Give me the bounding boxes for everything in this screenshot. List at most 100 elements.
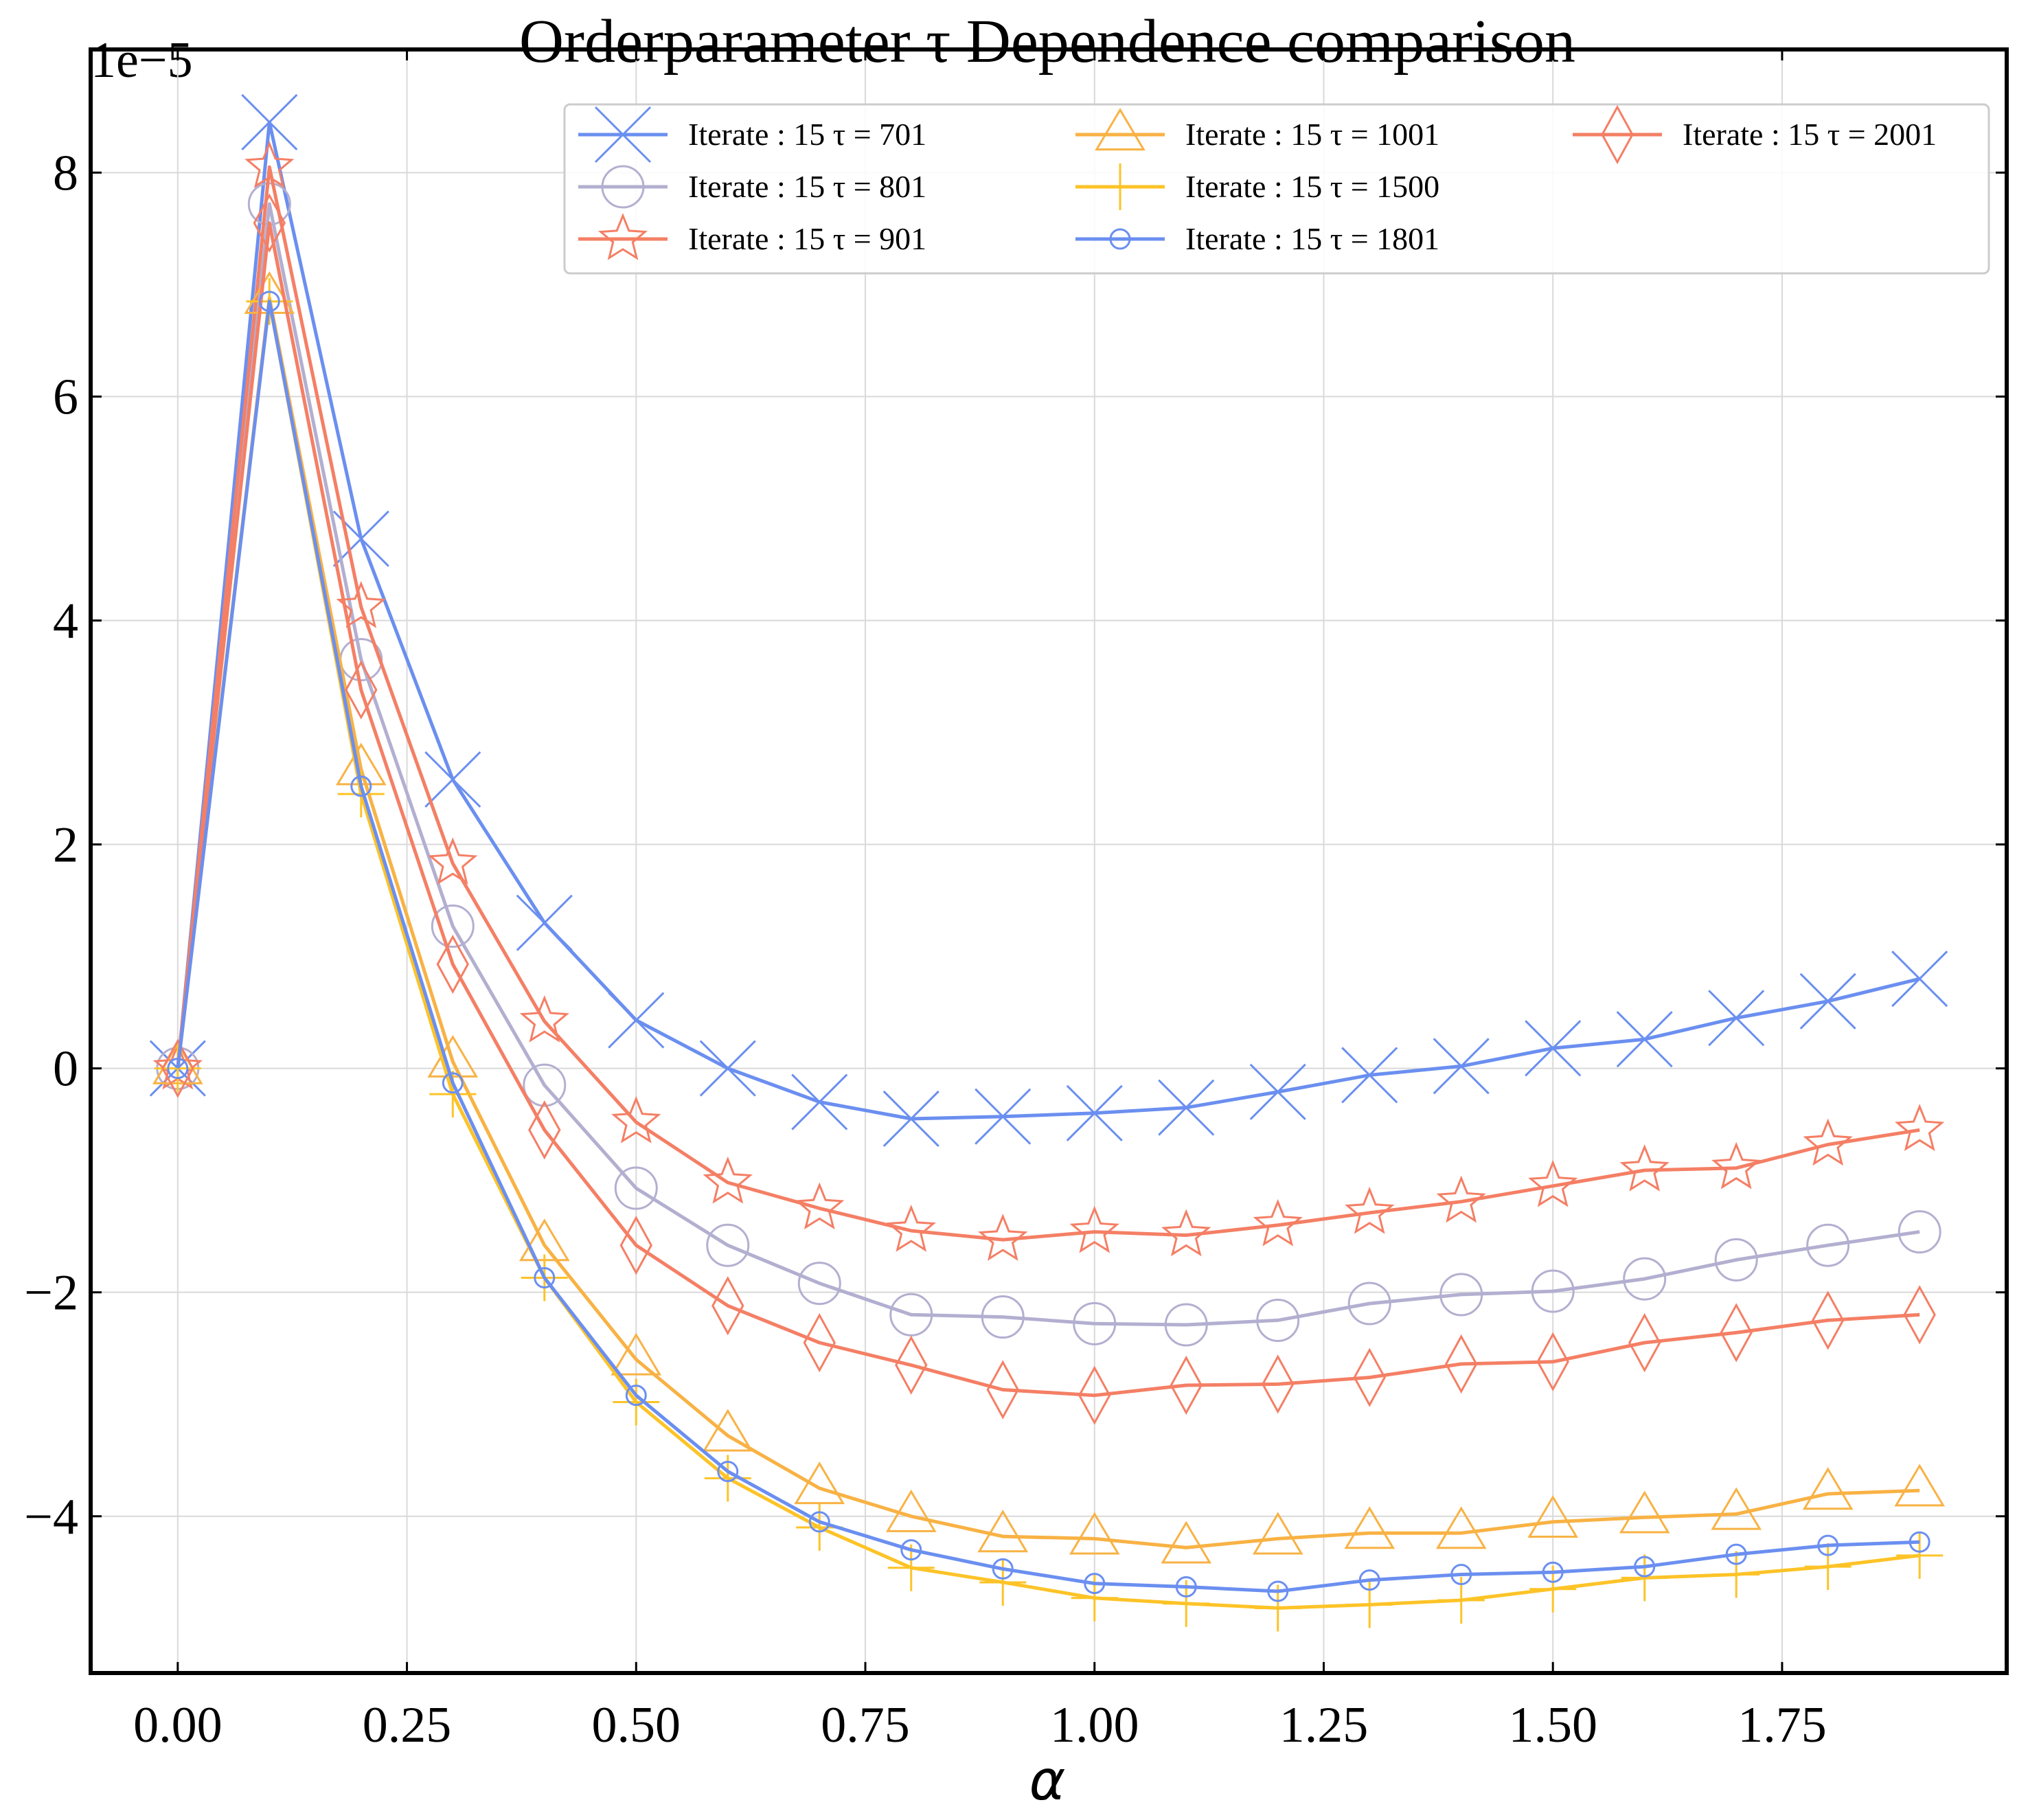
series-layer xyxy=(149,93,1948,1632)
data-point xyxy=(1069,1512,1120,1555)
data-point xyxy=(975,1088,1032,1145)
data-point xyxy=(345,660,378,720)
y-tick-label: 0 xyxy=(53,1041,78,1097)
data-point xyxy=(528,1100,561,1160)
legend-marker xyxy=(1095,108,1146,151)
data-point xyxy=(1262,1354,1295,1414)
legend-entry: Iterate : 15 τ = 1001 xyxy=(1075,108,1439,152)
data-point xyxy=(1341,1047,1398,1104)
data-point xyxy=(1542,1561,1564,1583)
x-tick-label: 1.25 xyxy=(1279,1697,1369,1753)
data-point xyxy=(979,1558,1027,1606)
data-point xyxy=(614,1166,658,1210)
data-point xyxy=(1445,1334,1478,1394)
data-point xyxy=(702,1409,753,1452)
data-point xyxy=(1708,990,1765,1047)
data-point xyxy=(625,1385,647,1407)
x-axis-label: α xyxy=(1029,1749,1066,1812)
data-point xyxy=(1164,1303,1208,1347)
data-point xyxy=(1903,1285,1936,1345)
data-point xyxy=(516,894,573,951)
chart-title: Orderparameter τ Dependence comparison xyxy=(519,8,1575,76)
data-point xyxy=(534,1266,556,1288)
legend-entry: Iterate : 15 τ = 1801 xyxy=(1075,221,1439,256)
data-point xyxy=(1525,1020,1582,1077)
data-point xyxy=(608,992,665,1049)
data-point xyxy=(1909,1531,1930,1553)
data-point xyxy=(797,1262,841,1306)
x-tick-label: 1.50 xyxy=(1508,1697,1597,1753)
data-point xyxy=(1621,1554,1668,1602)
legend-label: Iterate : 15 τ = 1001 xyxy=(1185,117,1439,152)
data-point xyxy=(795,1182,845,1230)
data-point xyxy=(1527,1494,1579,1538)
x-tick-label: 0.50 xyxy=(592,1697,681,1753)
data-point xyxy=(1713,1551,1760,1598)
data-point xyxy=(424,751,481,808)
data-point xyxy=(1619,1144,1670,1192)
plot-frame xyxy=(89,47,2009,1675)
data-point xyxy=(1344,1506,1395,1549)
data-point xyxy=(1345,1186,1395,1234)
data-point xyxy=(981,1295,1025,1339)
x-tick-label: 0.00 xyxy=(133,1697,223,1753)
y-tick-label: −2 xyxy=(24,1265,78,1321)
series-5 xyxy=(161,193,1936,1425)
series-line xyxy=(176,221,1920,1398)
data-point xyxy=(886,1204,936,1252)
data-point xyxy=(442,1072,464,1094)
data-point xyxy=(1435,1506,1487,1549)
data-point xyxy=(1073,1301,1117,1345)
y-tick-label: −4 xyxy=(24,1489,78,1545)
y-tick-label: 4 xyxy=(53,593,78,649)
data-point xyxy=(808,1511,830,1533)
data-point xyxy=(1623,1257,1667,1301)
data-point xyxy=(1619,1490,1670,1534)
data-point xyxy=(1711,1141,1762,1190)
data-point xyxy=(619,1216,652,1275)
data-point xyxy=(900,1539,922,1561)
data-point xyxy=(1066,1084,1123,1141)
data-point xyxy=(986,1360,1019,1420)
x-tick-label: 1.00 xyxy=(1050,1697,1139,1753)
data-point xyxy=(1896,1532,1944,1579)
legend-marker xyxy=(1109,228,1131,250)
legend-label: Iterate : 15 τ = 2001 xyxy=(1683,117,1937,152)
data-point xyxy=(992,1558,1014,1580)
legend-entry: Iterate : 15 τ = 1500 xyxy=(1075,163,1439,210)
data-point xyxy=(706,1223,750,1267)
data-point xyxy=(431,905,475,948)
data-point xyxy=(885,1489,937,1532)
data-point xyxy=(882,1090,939,1148)
data-point xyxy=(1531,1269,1575,1313)
data-point xyxy=(1256,1298,1300,1342)
legend-marker xyxy=(594,106,652,163)
data-point xyxy=(717,1461,739,1483)
data-point xyxy=(1536,1332,1569,1391)
data-point xyxy=(887,1544,935,1591)
series-3 xyxy=(152,271,1946,1564)
legend-label: Iterate : 15 τ = 1801 xyxy=(1185,221,1439,256)
data-point xyxy=(978,1214,1028,1261)
data-point xyxy=(436,934,470,994)
data-point xyxy=(1891,951,1948,1008)
data-point xyxy=(253,193,286,253)
legend-label: Iterate : 15 τ = 901 xyxy=(688,221,926,256)
y-tick-label: 2 xyxy=(53,817,78,874)
data-point xyxy=(1170,1355,1203,1415)
series-6 xyxy=(167,291,1930,1602)
data-point xyxy=(258,291,280,312)
series-line xyxy=(176,120,1920,1121)
data-point xyxy=(1725,1543,1747,1565)
series-line xyxy=(176,165,1920,1242)
legend-label: Iterate : 15 τ = 1500 xyxy=(1185,169,1439,204)
data-point xyxy=(519,995,569,1043)
data-point xyxy=(523,1063,567,1107)
data-point xyxy=(1249,1063,1306,1120)
data-point xyxy=(1450,1564,1472,1586)
data-point xyxy=(1714,1238,1758,1282)
data-point xyxy=(1894,1464,1946,1507)
legend-label: Iterate : 15 τ = 801 xyxy=(688,169,926,204)
